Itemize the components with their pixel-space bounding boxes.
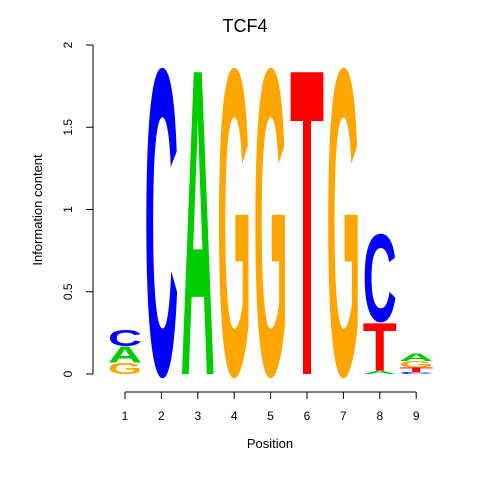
x-tick-label: 7 [340, 409, 347, 423]
y-axis-ticks: 0 0.5 1 1.5 2 [61, 41, 93, 377]
logo-letter-c: C [399, 372, 433, 375]
y-tick-label: 1.5 [61, 119, 75, 136]
y-tick-label: 0 [61, 370, 75, 377]
y-tick-label: 0.5 [61, 283, 75, 300]
x-tick-label: 4 [231, 409, 238, 423]
logo-letter-c: C [144, 0, 178, 468]
logo-letter-g: G [254, 0, 288, 468]
logo-letter-a: A [399, 351, 433, 364]
logo-letter-g: G [217, 0, 251, 468]
logo-letter-t: T [363, 309, 397, 386]
logo-letter-t: T [290, 0, 324, 468]
logo-letter-a: A [108, 342, 142, 367]
logo-letter-g: G [399, 359, 433, 369]
logo-letter-c: C [363, 209, 397, 349]
logo-letter-g: G [326, 0, 360, 468]
logo-letter-g: G [108, 359, 142, 377]
logo-letter-a: A [181, 0, 215, 468]
x-axis-label: Position [247, 436, 293, 451]
logo-letter-a: A [363, 370, 397, 375]
x-tick-label: 6 [304, 409, 311, 423]
y-axis-label: Information content [30, 154, 45, 266]
y-tick-label: 1 [61, 206, 75, 213]
x-axis-ticks: 1 2 3 4 5 6 7 8 9 [122, 392, 420, 423]
x-tick-label: 8 [376, 409, 383, 423]
logo-letter-t: T [399, 366, 433, 374]
y-tick-label: 2 [61, 41, 75, 48]
logo-letter-c: C [108, 326, 142, 351]
x-tick-label: 3 [194, 409, 201, 423]
x-tick-label: 2 [158, 409, 165, 423]
x-tick-label: 5 [267, 409, 274, 423]
x-tick-label: 1 [122, 409, 129, 423]
x-tick-label: 9 [413, 409, 420, 423]
chart-title: TCF4 [223, 16, 268, 36]
